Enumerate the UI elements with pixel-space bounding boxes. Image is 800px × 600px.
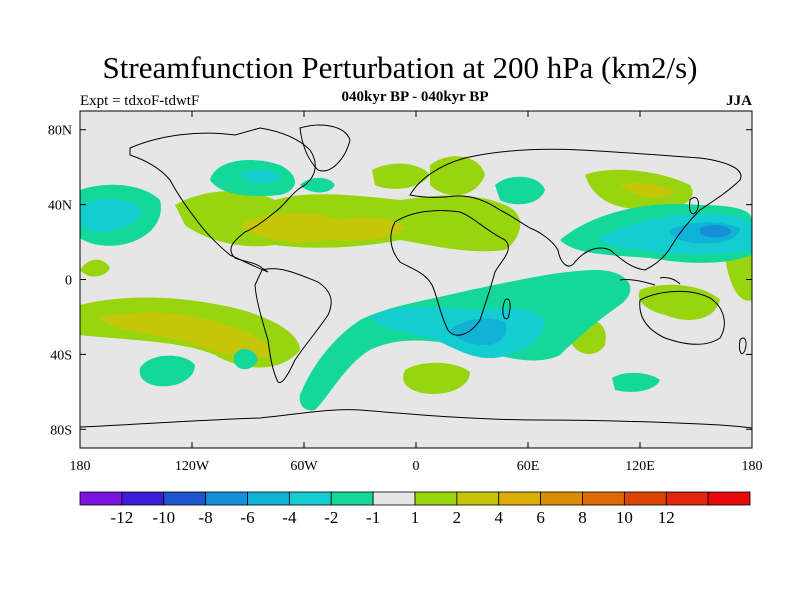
colorbar-label: -2 (324, 508, 338, 527)
colorbar: -12 -10 -8 -6 -4 -2 -1 1 2 4 6 8 10 12 (79, 491, 751, 527)
colorbar-label: -10 (152, 508, 175, 527)
x-tick-label: 60W (290, 459, 318, 474)
colorbar-label: 8 (578, 508, 587, 527)
y-tick-label: 40N (48, 199, 72, 214)
contour-north-pacific-core (80, 198, 142, 232)
x-tick-label: 0 (413, 459, 420, 474)
colorbar-label: -6 (240, 508, 254, 527)
y-tick-label: 40S (50, 348, 72, 363)
colorbar-label: 4 (495, 508, 504, 527)
plot-title: Streamfunction Perturbation at 200 hPa (… (102, 50, 698, 85)
x-tick-label: 120W (175, 459, 210, 474)
contour-atlantic-core (240, 213, 405, 243)
coastline-north-america (129, 127, 316, 273)
colorbar-label: -8 (199, 508, 213, 527)
colorbar-swatch (79, 491, 123, 506)
season-label: JJA (726, 93, 752, 109)
coastline-south-america (254, 268, 332, 384)
contour-arctic-negative (495, 176, 545, 205)
x-tick-label: 60E (517, 459, 540, 474)
colorbar-swatch (247, 491, 290, 506)
y-axis: 80N 40N 0 40S 80S (48, 124, 752, 438)
colorbar-swatch (330, 491, 374, 506)
colorbar-swatch (372, 491, 416, 506)
contour-south-atlantic-negative (612, 372, 660, 392)
coastline-greenland (299, 124, 351, 172)
x-tick-label: 180 (70, 459, 91, 474)
colorbar-label: 6 (536, 508, 545, 527)
y-tick-label: 0 (65, 274, 72, 289)
x-tick-label: 120E (625, 459, 655, 474)
contour-north-atlantic (372, 163, 430, 189)
contour-south-pacific-negative (139, 355, 195, 387)
contour-se-pacific-core (100, 312, 271, 359)
coastline-africa (390, 209, 509, 336)
colorbar-swatch (665, 491, 709, 506)
contour-field (80, 111, 752, 448)
colorbar-swatch (414, 491, 458, 506)
contour-west-pacific-east (725, 248, 752, 301)
map-background (80, 111, 752, 448)
colorbar-label: -1 (366, 508, 380, 527)
contour-chile-negative (234, 348, 258, 370)
x-axis: 180 120W 60W 0 60E 120E 180 (70, 111, 763, 474)
y-tick-label: 80S (50, 423, 72, 438)
colorbar-label: 12 (658, 508, 675, 527)
contour-south-indian-core (450, 318, 507, 345)
colorbar-label: -12 (111, 508, 134, 527)
y-tick-label: 80N (48, 124, 72, 139)
colorbar-swatch (540, 491, 583, 506)
colorbar-swatch (456, 491, 500, 506)
coastline-japan (689, 197, 699, 215)
colorbar-swatch (205, 491, 248, 506)
colorbar-swatch (163, 491, 207, 506)
colorbar-swatch (498, 491, 542, 506)
coastline-eurasia (409, 148, 742, 271)
coastline-indonesia (619, 277, 681, 286)
contour-south-pacific-far (80, 259, 110, 277)
colorbar-swatch (582, 491, 625, 506)
coastline-australia (639, 290, 725, 345)
coastline-new-zealand (739, 337, 747, 355)
x-tick-label: 180 (742, 459, 763, 474)
colorbar-label: 2 (453, 508, 462, 527)
period-label: 040kyr BP - 040kyr BP (341, 89, 489, 105)
colorbar-label: -4 (282, 508, 297, 527)
colorbar-label: 10 (616, 508, 633, 527)
colorbar-swatch (121, 491, 165, 506)
contour-s-atlantic (403, 362, 470, 394)
colorbar-swatch (707, 491, 751, 506)
contour-central-asia-core (620, 182, 675, 198)
colorbar-label: 1 (411, 508, 420, 527)
colorbar-swatch (288, 491, 332, 506)
coastline-madagascar (502, 298, 511, 320)
contour-west-pacific-peak (700, 224, 732, 238)
experiment-label: Expt = tdxoF-tdwtF (80, 93, 200, 109)
coastline-antarctica (80, 409, 752, 429)
colorbar-swatch (623, 491, 667, 506)
coastlines (80, 124, 752, 429)
contour-canada-core (240, 169, 280, 183)
